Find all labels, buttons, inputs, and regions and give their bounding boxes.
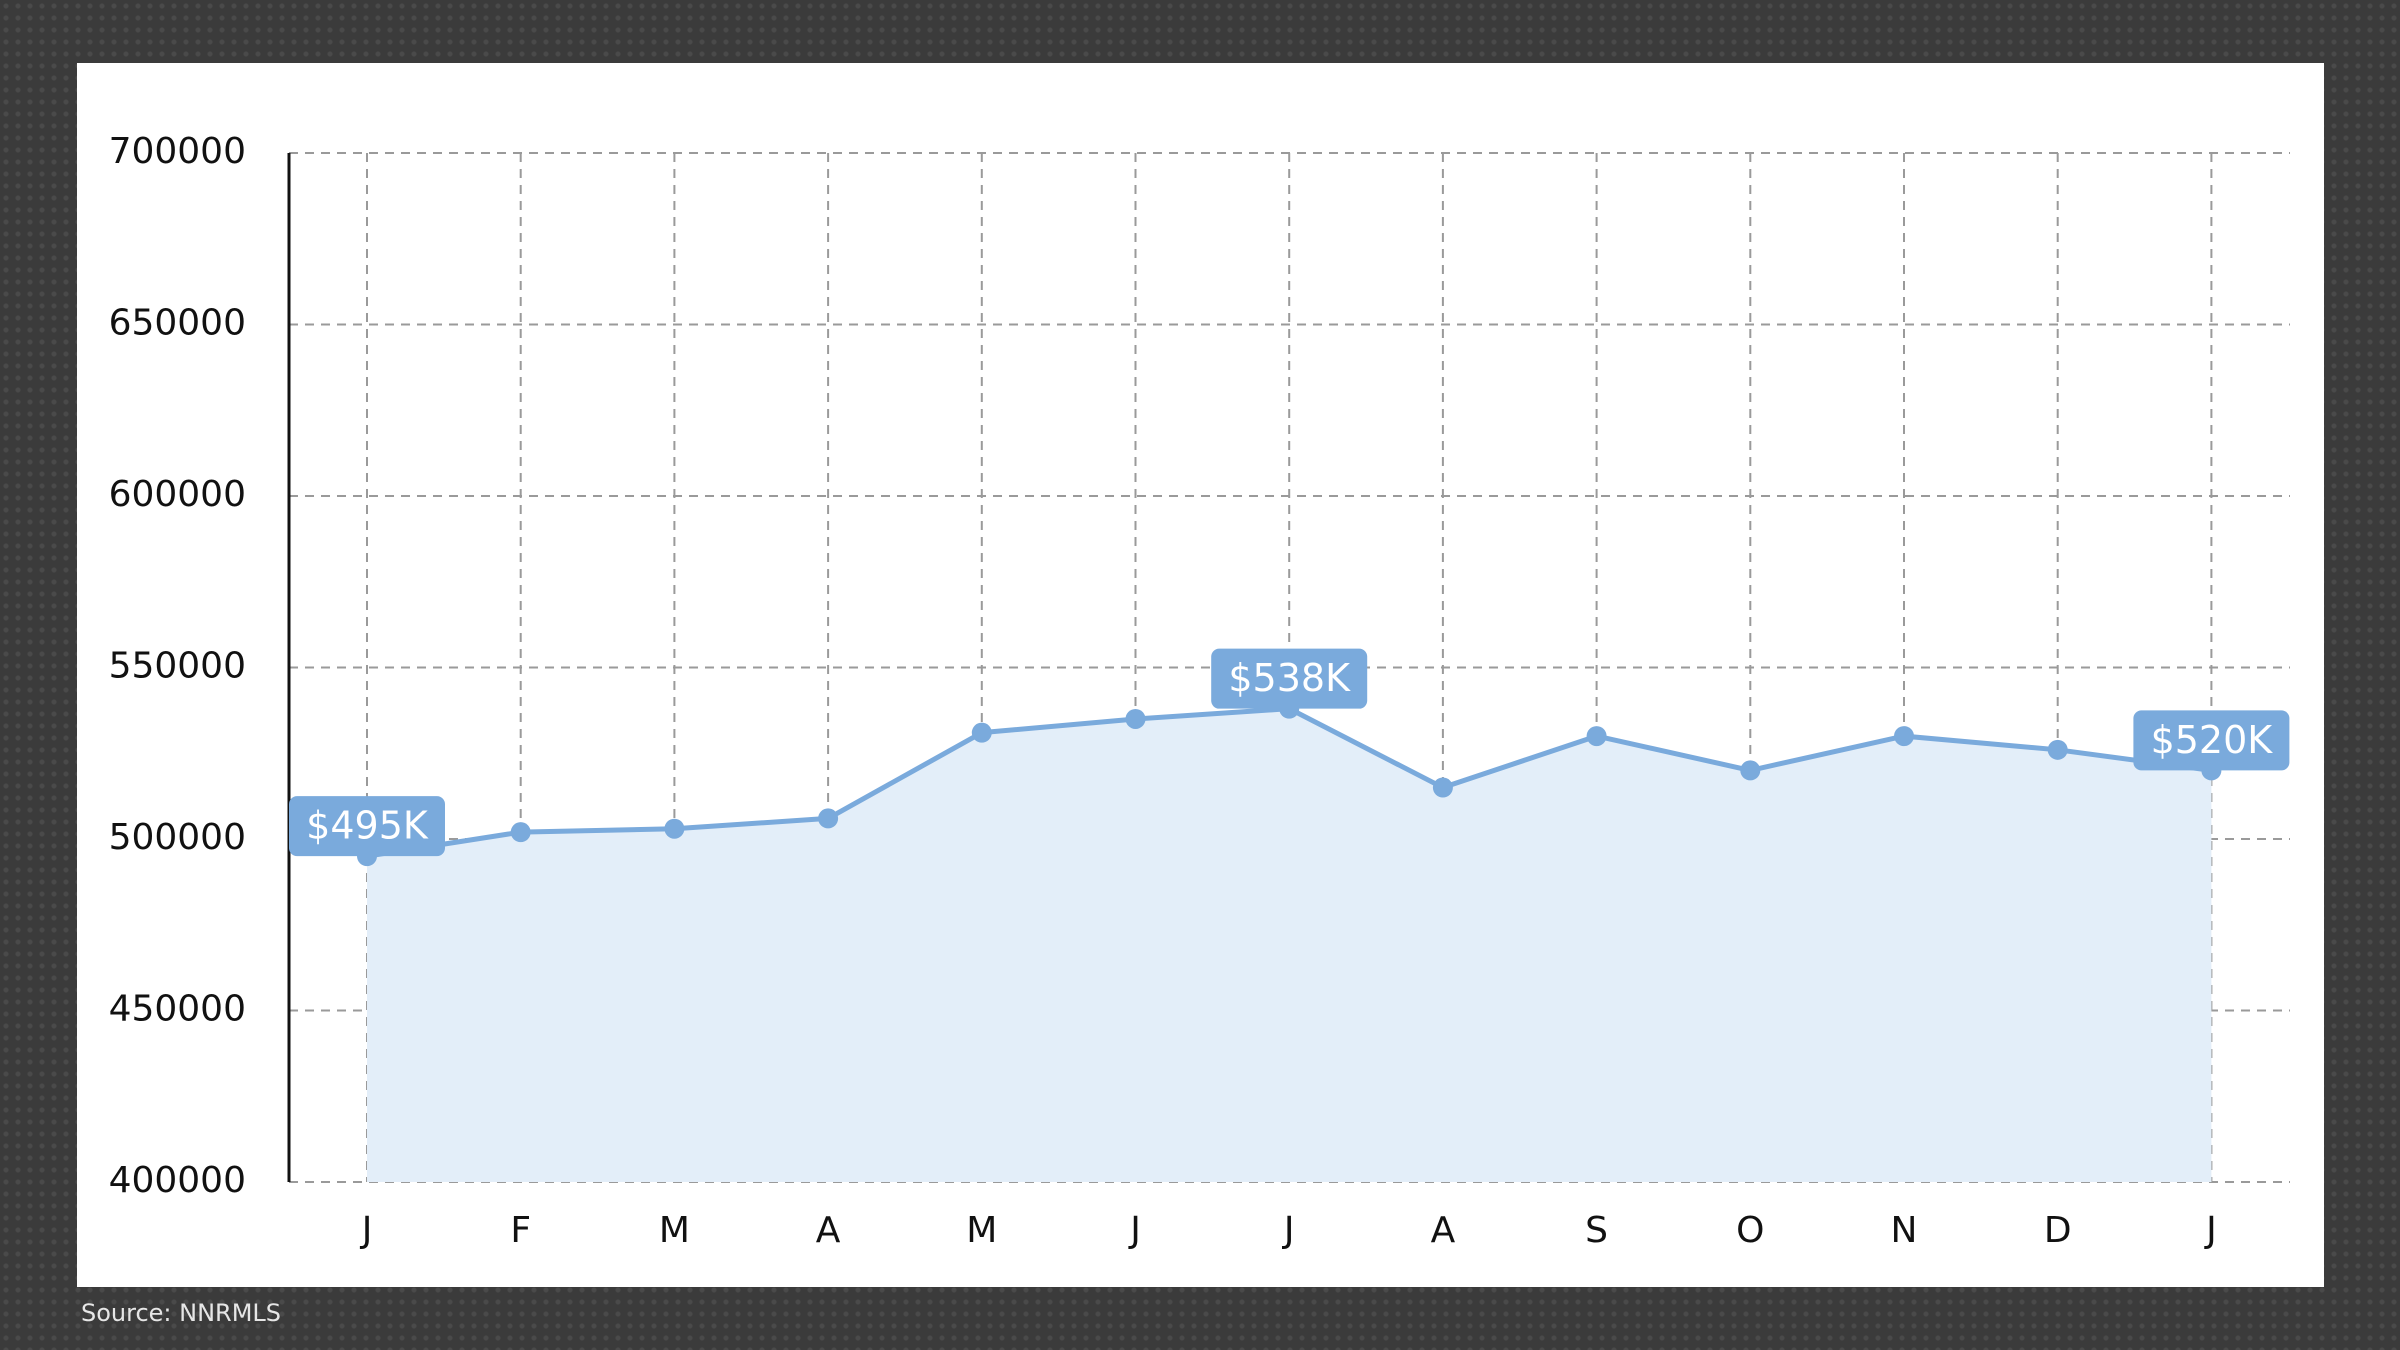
x-tick-label: M — [966, 1210, 997, 1251]
point — [1894, 726, 1914, 747]
value-label: $520K — [2151, 718, 2274, 762]
y-tick-label: 500000 — [109, 817, 246, 858]
value-label: $538K — [1228, 656, 1351, 700]
point — [1740, 760, 1761, 781]
x-tick-label: J — [1128, 1210, 1141, 1251]
x-tick-label: F — [510, 1210, 531, 1251]
x-tick-label: J — [1282, 1210, 1295, 1251]
point — [664, 818, 685, 839]
y-tick-label: 550000 — [109, 646, 246, 687]
x-tick-label: M — [659, 1210, 690, 1251]
value-label-box — [2133, 710, 2290, 771]
value-label-box — [289, 796, 445, 857]
point — [510, 822, 531, 843]
value-label: $495K — [306, 804, 429, 848]
x-tick-label: N — [1891, 1210, 1918, 1251]
y-tick-label: 650000 — [109, 303, 246, 344]
x-tick-label: O — [1736, 1210, 1764, 1251]
y-tick-label: 700000 — [109, 131, 246, 172]
point — [1586, 726, 1607, 747]
y-tick-label: 600000 — [109, 474, 246, 515]
point — [971, 722, 992, 743]
point — [818, 808, 839, 829]
x-tick-label: J — [2204, 1210, 2217, 1251]
x-tick-label: D — [2044, 1210, 2072, 1251]
x-tick-label: A — [816, 1210, 841, 1251]
point — [1125, 708, 1146, 729]
y-tick-label: 400000 — [109, 1160, 246, 1201]
x-tick-label: A — [1431, 1210, 1456, 1251]
value-label-box — [1211, 648, 1368, 709]
x-tick-label: S — [1585, 1210, 1608, 1251]
x-tick-label: J — [360, 1210, 373, 1251]
point — [1432, 777, 1453, 798]
point — [2047, 739, 2068, 760]
source-note: Source: NNRMLS — [81, 1299, 281, 1327]
y-tick-label: 450000 — [109, 989, 246, 1030]
